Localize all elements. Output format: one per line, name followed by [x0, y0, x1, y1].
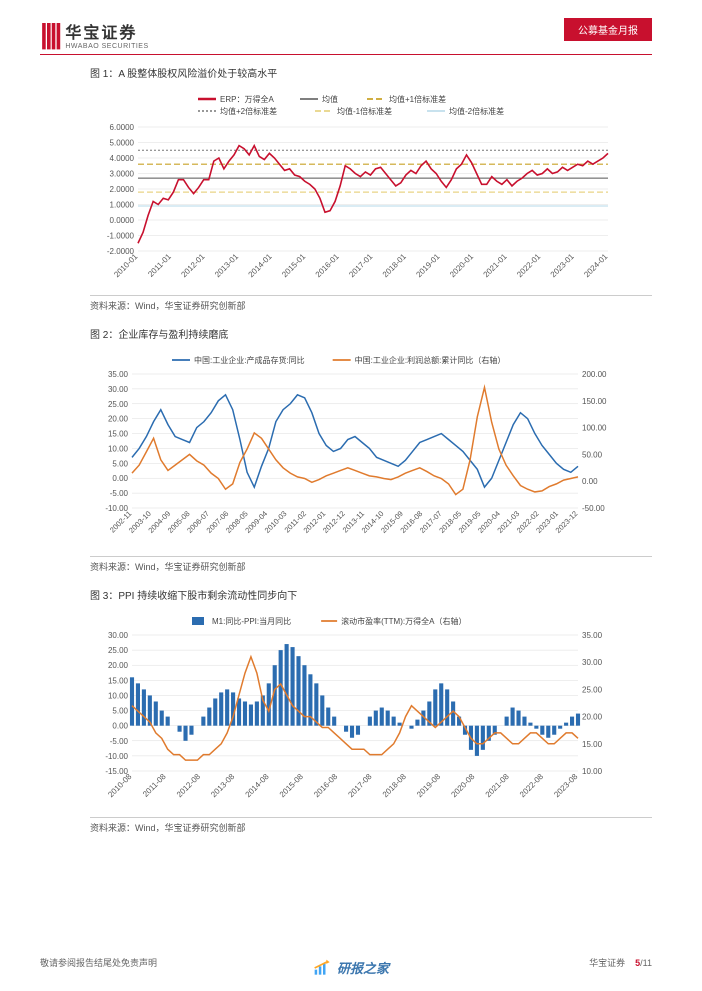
chart-2-title: 图 2：企业库存与盈利持续磨底 — [90, 326, 652, 344]
watermark-icon — [313, 959, 333, 977]
pager: 华宝证券 5/11 — [589, 956, 652, 969]
watermark: 研报之家 — [313, 958, 389, 977]
logo: |||| 华宝证券 HWABAO SECURITIES — [40, 18, 149, 50]
chart-2-block: 图 2：企业库存与盈利持续磨底 资料来源：Wind，华宝证券研究创新部 — [90, 326, 652, 573]
page-total: 11 — [643, 958, 652, 968]
chart-2-source: 资料来源：Wind，华宝证券研究创新部 — [90, 556, 652, 573]
chart-1-block: 图 1：A 股整体股权风险溢价处于较高水平 资料来源：Wind，华宝证券研究创新… — [90, 65, 652, 312]
chart-1-title: 图 1：A 股整体股权风险溢价处于较高水平 — [90, 65, 652, 83]
chart-3-canvas — [90, 611, 620, 811]
logo-icon: |||| — [40, 18, 59, 50]
chart-3-block: 图 3：PPI 持续收缩下股市剩余流动性同步向下 资料来源：Wind，华宝证券研… — [90, 587, 652, 834]
chart-3-title: 图 3：PPI 持续收缩下股市剩余流动性同步向下 — [90, 587, 652, 605]
logo-cn: 华宝证券 — [65, 19, 148, 43]
chart-2-canvas — [90, 350, 620, 550]
page-header: |||| 华宝证券 HWABAO SECURITIES 公募基金月报 — [0, 0, 702, 54]
report-badge: 公募基金月报 — [564, 18, 652, 41]
chart-1-source: 资料来源：Wind，华宝证券研究创新部 — [90, 295, 652, 312]
disclaimer: 敬请参阅报告结尾处免责声明 — [40, 956, 157, 969]
content: 图 1：A 股整体股权风险溢价处于较高水平 资料来源：Wind，华宝证券研究创新… — [0, 55, 702, 834]
chart-1-canvas — [90, 89, 620, 289]
chart-3-source: 资料来源：Wind，华宝证券研究创新部 — [90, 817, 652, 834]
footer-company: 华宝证券 — [589, 958, 625, 968]
watermark-text: 研报之家 — [337, 958, 389, 977]
logo-en: HWABAO SECURITIES — [65, 43, 148, 50]
